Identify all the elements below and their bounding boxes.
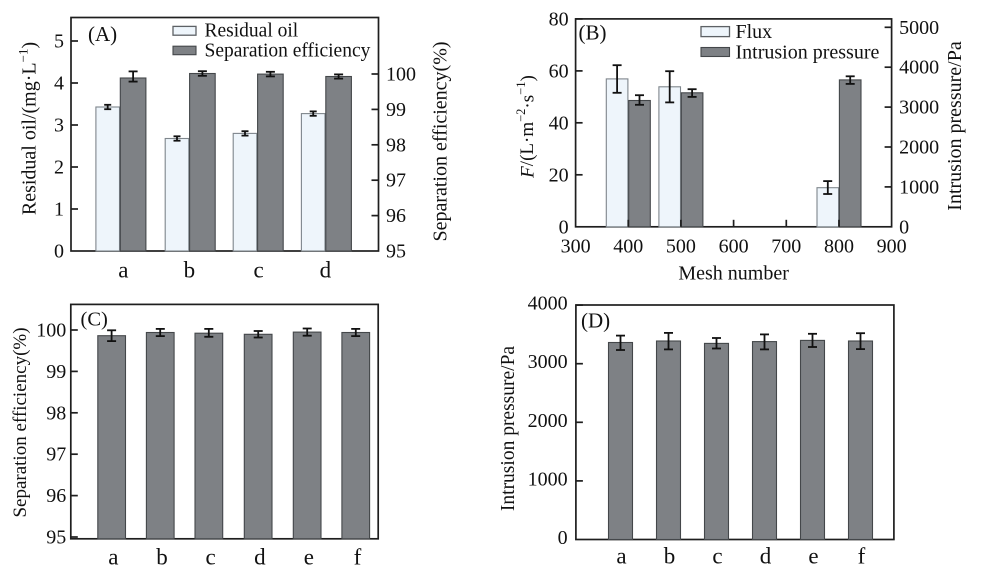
svg-text:96: 96 — [386, 205, 406, 227]
svg-text:(B): (B) — [579, 21, 607, 45]
svg-text:2000: 2000 — [899, 137, 939, 159]
svg-text:Intrusion pressure/Pa: Intrusion pressure/Pa — [944, 41, 966, 211]
svg-text:4000: 4000 — [899, 57, 939, 79]
svg-text:5: 5 — [54, 31, 64, 53]
svg-text:4000: 4000 — [528, 293, 568, 315]
svg-text:b: b — [156, 545, 168, 570]
svg-text:100: 100 — [386, 64, 416, 86]
svg-text:e: e — [808, 544, 818, 569]
svg-text:a: a — [118, 258, 128, 283]
svg-text:1: 1 — [54, 199, 64, 221]
svg-text:4: 4 — [54, 73, 64, 95]
svg-text:2000: 2000 — [528, 410, 568, 432]
svg-text:0: 0 — [558, 527, 568, 549]
svg-text:500: 500 — [666, 236, 696, 258]
svg-text:1000: 1000 — [528, 468, 568, 490]
svg-text:99: 99 — [46, 361, 66, 383]
svg-text:97: 97 — [46, 444, 66, 466]
svg-text:a: a — [616, 544, 626, 569]
svg-text:40: 40 — [549, 112, 569, 134]
svg-text:c: c — [253, 258, 263, 283]
svg-text:3000: 3000 — [899, 97, 939, 119]
svg-text:700: 700 — [771, 236, 801, 258]
svg-text:Residual oil/(mg·L−1): Residual oil/(mg·L−1) — [15, 42, 41, 215]
svg-text:b: b — [184, 258, 196, 283]
svg-text:Residual oil: Residual oil — [205, 21, 299, 42]
svg-text:(A): (A) — [88, 22, 117, 46]
svg-text:Separation efficiency(%): Separation efficiency(%) — [430, 41, 452, 241]
svg-text:f: f — [858, 544, 866, 569]
svg-text:d: d — [760, 544, 772, 569]
svg-text:b: b — [664, 544, 676, 569]
svg-text:300: 300 — [561, 236, 591, 258]
svg-text:Separation efficiency: Separation efficiency — [205, 41, 371, 62]
svg-text:0: 0 — [54, 241, 64, 263]
svg-text:3: 3 — [54, 115, 64, 137]
svg-text:3000: 3000 — [528, 351, 568, 373]
svg-text:1000: 1000 — [899, 176, 939, 198]
svg-text:d: d — [254, 545, 266, 570]
svg-text:c: c — [205, 545, 215, 570]
svg-text:(C): (C) — [81, 309, 108, 331]
svg-text:Intrusion pressure: Intrusion pressure — [736, 42, 880, 64]
svg-text:400: 400 — [613, 236, 643, 258]
svg-text:5000: 5000 — [899, 17, 939, 39]
svg-text:e: e — [304, 545, 314, 570]
svg-text:900: 900 — [877, 236, 907, 258]
svg-text:d: d — [320, 258, 332, 283]
svg-text:2: 2 — [54, 157, 64, 179]
svg-text:97: 97 — [386, 170, 406, 192]
svg-text:f: f — [354, 545, 362, 570]
svg-text:98: 98 — [46, 402, 66, 424]
svg-text:800: 800 — [824, 236, 854, 258]
svg-text:(D): (D) — [581, 309, 610, 333]
svg-text:96: 96 — [46, 485, 66, 507]
svg-text:Separation efficiency(%): Separation efficiency(%) — [10, 327, 31, 517]
svg-text:0: 0 — [899, 216, 909, 238]
svg-text:Flux: Flux — [736, 21, 773, 43]
svg-text:c: c — [712, 544, 722, 569]
svg-text:95: 95 — [386, 241, 406, 263]
svg-text:95: 95 — [46, 527, 66, 549]
svg-text:Mesh number: Mesh number — [678, 263, 789, 285]
svg-text:98: 98 — [386, 134, 406, 156]
svg-text:0: 0 — [559, 216, 569, 238]
svg-text:99: 99 — [386, 99, 406, 121]
svg-text:100: 100 — [36, 320, 66, 342]
svg-text:a: a — [108, 545, 118, 570]
svg-text:80: 80 — [549, 8, 569, 30]
svg-text:20: 20 — [549, 164, 569, 186]
svg-text:Intrusion pressure/Pa: Intrusion pressure/Pa — [498, 346, 519, 512]
svg-text:600: 600 — [719, 236, 749, 258]
svg-text:60: 60 — [549, 60, 569, 82]
